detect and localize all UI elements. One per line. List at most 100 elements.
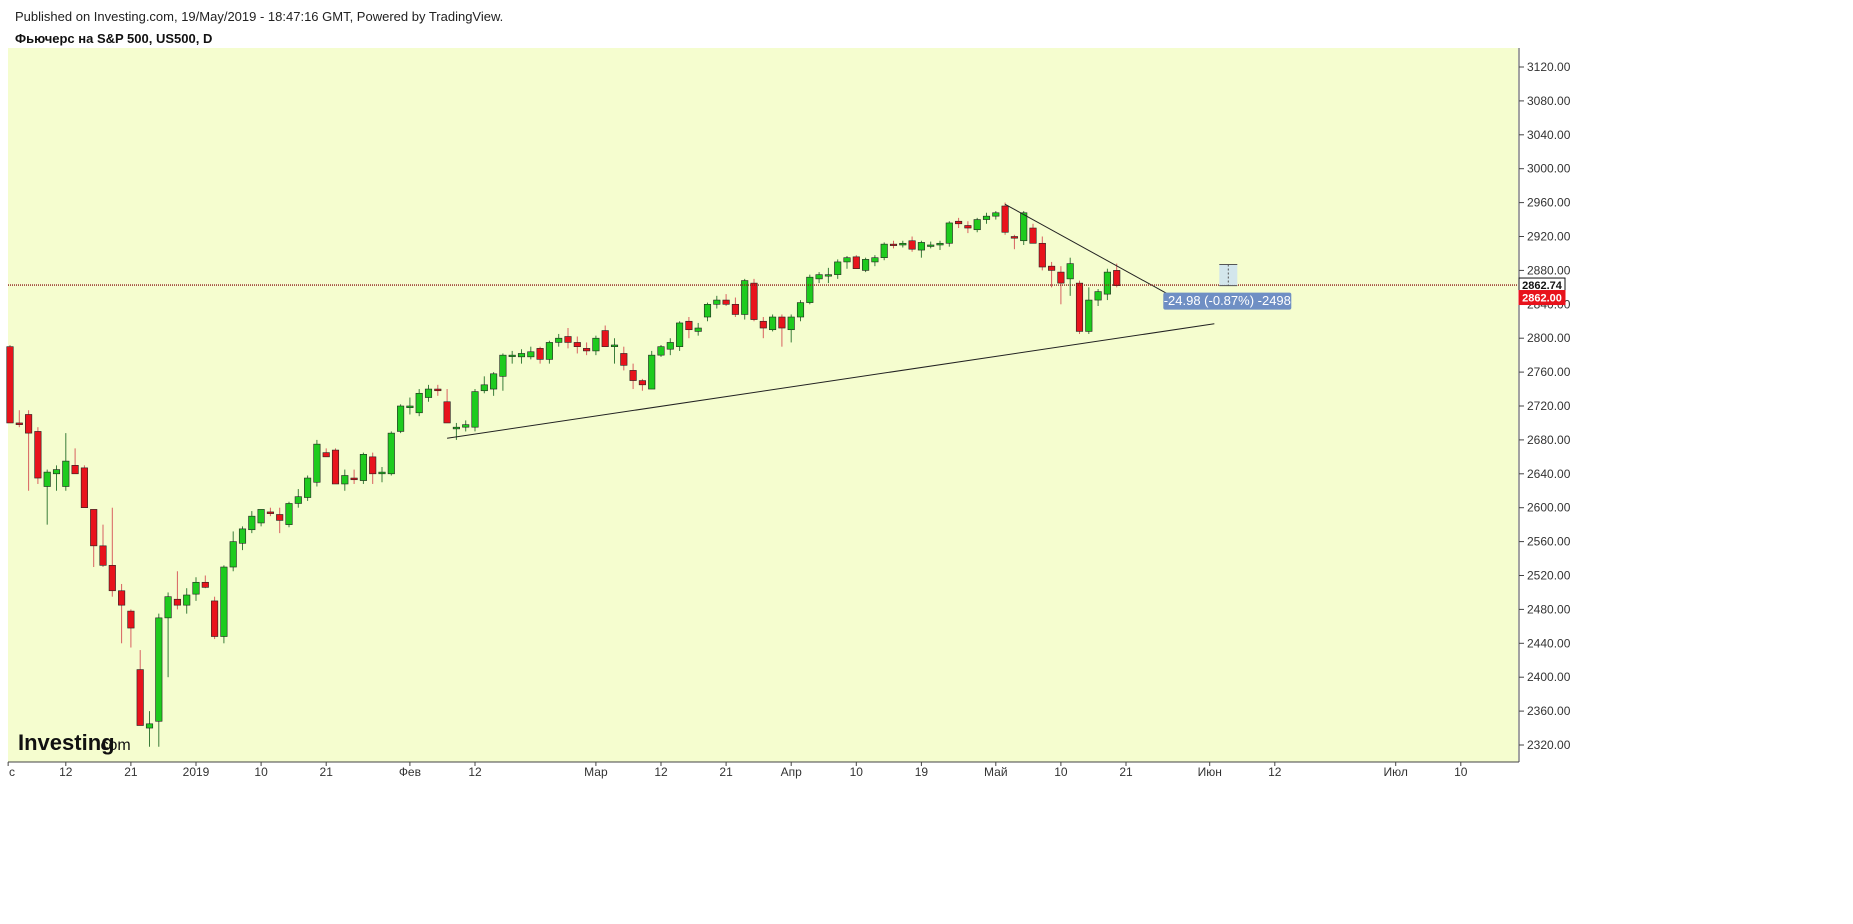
candle-body-up <box>499 354 507 377</box>
candle-body-up <box>304 477 312 498</box>
candle <box>331 448 340 485</box>
candle-body-up <box>145 723 154 729</box>
candle-body-up <box>927 244 935 247</box>
candle <box>834 259 842 279</box>
drawings-group: -24.98 (-0.87%) -2498 <box>8 203 1518 439</box>
candle-body-up <box>703 303 712 318</box>
candle-body-up <box>834 261 842 275</box>
candle <box>80 465 88 508</box>
trendline-resistance[interactable] <box>1004 203 1187 305</box>
candle <box>796 300 805 322</box>
candle <box>127 609 135 648</box>
candle-body-up <box>713 299 721 305</box>
time-tick-label: 21 <box>124 765 138 779</box>
price-tick-label: 2520.00 <box>1527 569 1571 583</box>
candle-body-down <box>722 299 730 305</box>
candle-body-up <box>694 327 702 332</box>
price-tick-label: 2640.00 <box>1527 467 1571 481</box>
time-tick-label: Фев <box>399 765 421 779</box>
candle <box>731 297 739 318</box>
candle-body-up <box>341 475 349 485</box>
published-note: Published on Investing.com, 19/May/2019 … <box>15 9 504 24</box>
candle <box>1029 223 1037 244</box>
candle <box>341 469 349 491</box>
candle <box>1020 211 1028 245</box>
candle <box>610 338 619 364</box>
candle-body-up <box>183 594 191 606</box>
candle <box>852 255 860 270</box>
candle-body-down <box>955 220 963 225</box>
candle <box>387 431 395 476</box>
candle <box>945 221 953 247</box>
candle <box>815 272 823 284</box>
time-axis[interactable]: c 12 21 2019 10 21 Фев 12 Мар 12 21 Апр 10 19 Май 10 21 И… <box>7 762 1468 779</box>
candle-body-down <box>638 380 646 386</box>
candle <box>406 397 414 415</box>
candle <box>6 344 14 424</box>
trendline-support[interactable] <box>447 323 1215 439</box>
plot-area[interactable] <box>8 48 1518 762</box>
candle-body-up <box>815 274 823 280</box>
candle-body-up <box>452 426 460 430</box>
time-tick-label: 12 <box>1268 765 1282 779</box>
candle <box>145 711 154 747</box>
candle <box>917 240 925 258</box>
candle <box>564 328 572 349</box>
candle-body-up <box>769 316 777 331</box>
candle <box>34 427 42 484</box>
measure-box[interactable] <box>1219 264 1238 286</box>
candle-body-up <box>238 528 247 544</box>
candle-body-up <box>610 344 619 347</box>
candle-body-down <box>908 240 916 250</box>
price-tick-label: 2680.00 <box>1527 433 1571 447</box>
candles-group <box>6 202 1121 747</box>
candle-body-down <box>1113 270 1121 286</box>
candle <box>378 467 386 483</box>
candle <box>862 257 870 273</box>
candle <box>313 439 321 487</box>
candle <box>592 335 600 356</box>
candle <box>304 475 312 501</box>
candle <box>285 501 293 528</box>
time-tick-label: 21 <box>1119 765 1133 779</box>
candle <box>322 448 330 458</box>
candle <box>889 240 898 249</box>
candle <box>583 342 591 356</box>
candle-body-up <box>1085 299 1093 332</box>
price-tick-label: 3000.00 <box>1527 162 1571 176</box>
price-tag-label: 2862.74 <box>1522 280 1563 292</box>
candle-body-down <box>331 449 340 485</box>
candle-body-down <box>573 342 581 347</box>
candle-body-down <box>852 256 860 270</box>
candle-body-up <box>973 219 981 231</box>
candle-body-up <box>415 392 423 414</box>
candle-body-up <box>248 515 256 531</box>
candle <box>992 211 1000 220</box>
candle-body-down <box>964 225 972 229</box>
candle-body-down <box>276 514 284 521</box>
logo-suffix: .com <box>96 737 131 754</box>
candle <box>1066 257 1074 296</box>
price-axis[interactable]: 3120.00 3080.00 3040.00 3000.00 2960.00 2920.… <box>1519 60 1571 752</box>
candle-body-down <box>136 669 144 726</box>
time-tick-label: 10 <box>850 765 864 779</box>
candle-body-up <box>62 460 70 487</box>
time-tick-label: 10 <box>254 765 268 779</box>
candle-body-up <box>471 391 479 428</box>
candle <box>499 353 507 391</box>
candle <box>164 592 172 678</box>
candle-body-up <box>220 566 228 637</box>
candle-body-up <box>294 496 302 504</box>
candle-body-up <box>992 212 1000 217</box>
price-tick-label: 2440.00 <box>1527 636 1571 650</box>
price-tick-label: 3040.00 <box>1527 128 1571 142</box>
candle-body-up <box>462 424 470 428</box>
candle-body-down <box>601 330 609 347</box>
candle-body-down <box>15 422 23 425</box>
candle-body-up <box>945 222 953 244</box>
candle-body-up <box>257 509 265 524</box>
price-tick-label: 2360.00 <box>1527 704 1571 718</box>
candle <box>238 526 247 551</box>
